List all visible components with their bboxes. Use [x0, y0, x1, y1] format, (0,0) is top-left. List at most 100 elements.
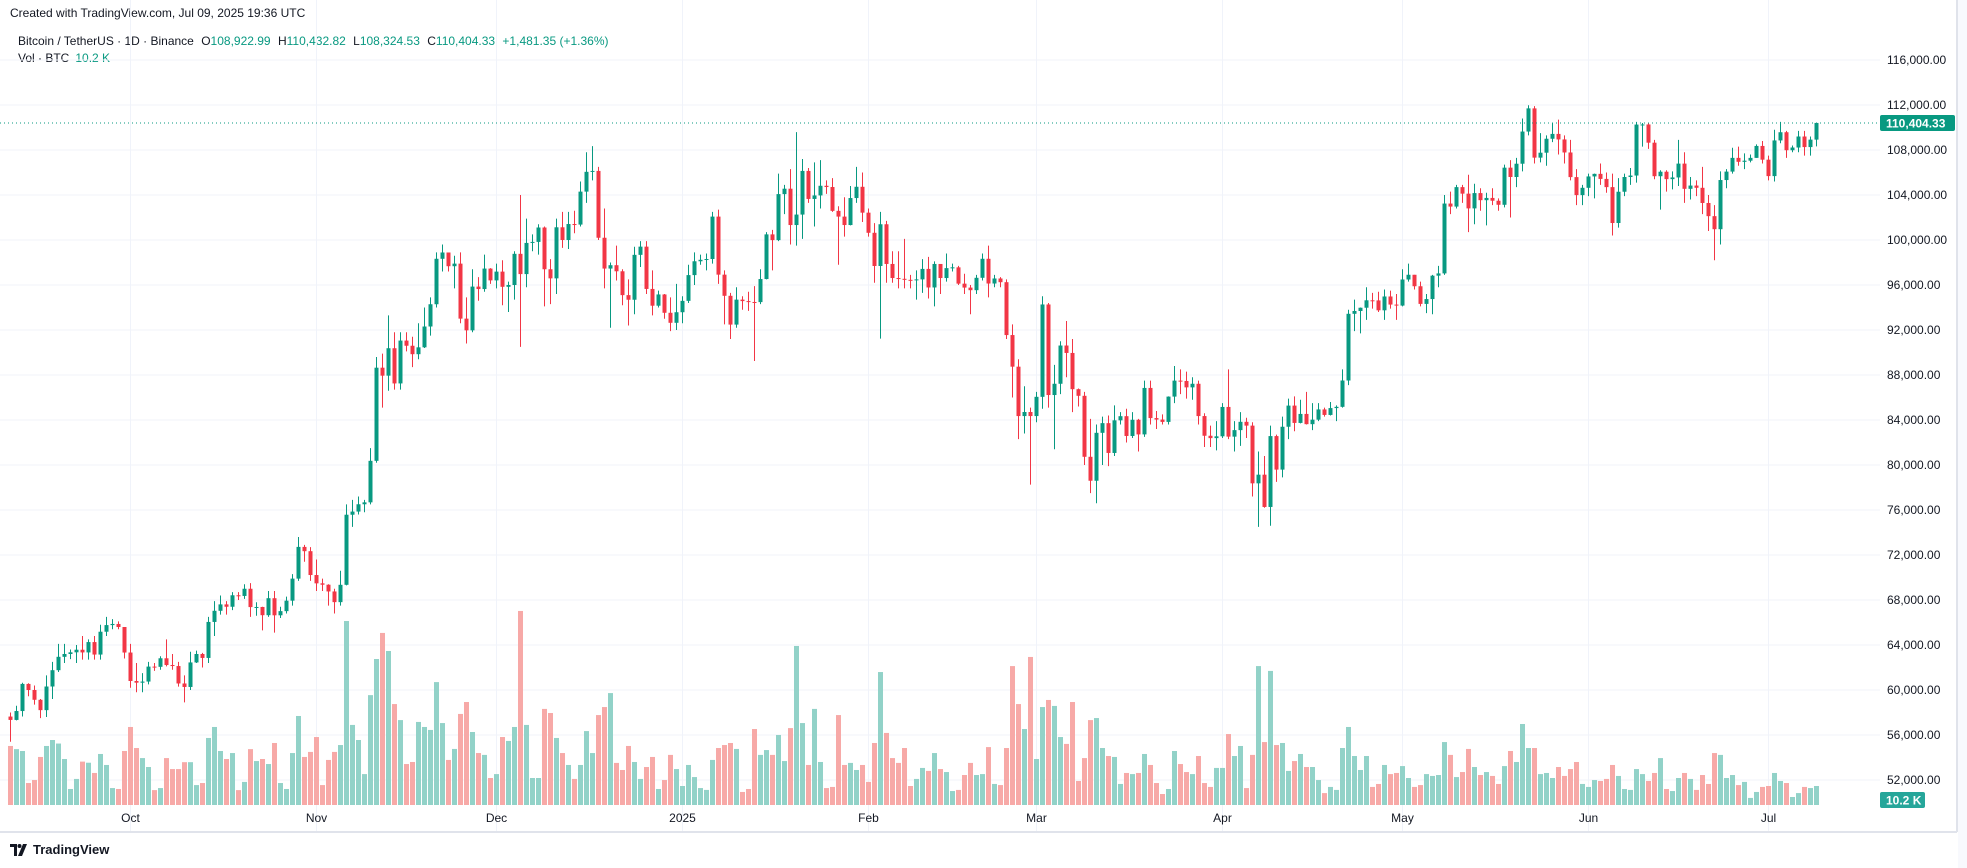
volume-bar: [1520, 723, 1525, 805]
volume-bar: [1772, 772, 1777, 805]
candle: [1100, 416, 1105, 465]
volume-bar: [1328, 786, 1333, 805]
tradingview-logo[interactable]: TradingView: [10, 842, 109, 857]
volume-bar: [1466, 748, 1471, 805]
candle: [1022, 386, 1027, 434]
candle-body: [620, 271, 625, 296]
candle-body: [554, 227, 559, 279]
volume-label[interactable]: Vol · BTC: [18, 51, 70, 65]
volume-bar: [44, 745, 49, 805]
candle-body: [1616, 191, 1621, 224]
candle: [920, 259, 925, 293]
candle-body: [890, 263, 895, 279]
time-tick-label: Dec: [486, 811, 507, 825]
volume-bar: [476, 753, 481, 805]
candle: [698, 254, 703, 265]
volume-bar: [1298, 753, 1303, 805]
candle-body: [1514, 163, 1519, 177]
candle-body: [1442, 203, 1447, 274]
candle: [1220, 403, 1225, 438]
candle-body: [1352, 310, 1357, 314]
candle: [452, 255, 457, 289]
candle: [188, 651, 193, 690]
symbol-title[interactable]: Bitcoin / TetherUS · 1D · Binance: [18, 34, 194, 48]
candle: [1388, 290, 1393, 309]
candle: [1328, 402, 1333, 416]
candle: [320, 578, 325, 591]
candle: [824, 180, 829, 194]
volume-bar: [1430, 775, 1435, 805]
volume-bar: [764, 750, 769, 805]
candle: [1460, 184, 1465, 203]
candle: [758, 269, 763, 305]
candle-body: [974, 277, 979, 291]
candle-body: [428, 304, 433, 327]
price-axis[interactable]: [1880, 0, 1957, 832]
candle: [1448, 191, 1453, 215]
time-tick-label: Jul: [1761, 811, 1776, 825]
right-gutter: [1958, 0, 1967, 868]
candle-body: [1406, 274, 1411, 280]
volume-bar: [728, 742, 733, 805]
candle: [44, 675, 49, 717]
candle-body: [668, 312, 673, 323]
candle: [884, 220, 889, 283]
candle-body: [650, 288, 655, 306]
candle-body: [1082, 395, 1087, 457]
volume-bar: [488, 777, 493, 805]
candle-body: [1682, 163, 1687, 189]
candle-body: [962, 283, 967, 288]
volume-bar: [650, 756, 655, 805]
candle-body: [656, 294, 661, 306]
candle-body: [1190, 383, 1195, 388]
volume-bar: [1742, 781, 1747, 805]
volume-bar: [422, 726, 427, 805]
candle-body: [1466, 193, 1471, 209]
volume-bar: [590, 753, 595, 805]
price-tick-label: 76,000.00: [1887, 503, 1941, 517]
volume-bar: [890, 758, 895, 805]
candle-body: [176, 666, 181, 684]
volume-bar: [236, 790, 241, 805]
candle: [74, 645, 79, 663]
volume-bar: [878, 672, 883, 805]
volume-bar: [1634, 769, 1639, 805]
candle-body: [548, 269, 553, 279]
candle-body: [470, 286, 475, 331]
candle: [770, 229, 775, 271]
candle: [62, 643, 67, 663]
candle-body: [1430, 275, 1435, 300]
candle-body: [1094, 432, 1099, 481]
candle: [398, 332, 403, 390]
candle-body: [248, 588, 253, 608]
candle-body: [710, 216, 715, 260]
change-value: +1,481.35 (+1.36%): [502, 34, 609, 48]
candle-body: [1700, 187, 1705, 203]
volume-bar: [1694, 789, 1699, 805]
volume-bar: [158, 788, 163, 805]
candle-body: [1472, 193, 1477, 209]
candle: [428, 297, 433, 336]
volume-bar: [626, 745, 631, 805]
candle: [308, 547, 313, 581]
candle: [1742, 153, 1747, 170]
volume-bar: [1478, 775, 1483, 805]
volume-bar: [1118, 783, 1123, 805]
volume-bar: [1232, 756, 1237, 805]
volume-bar: [800, 723, 805, 805]
candle-body: [1226, 406, 1231, 437]
candle: [776, 173, 781, 242]
candle: [1538, 133, 1543, 163]
volume-bar: [1406, 777, 1411, 805]
candle-body: [1118, 416, 1123, 421]
volume-bar: [224, 759, 229, 805]
candle: [1430, 274, 1435, 315]
candle-body: [1568, 152, 1573, 178]
candle-body: [488, 268, 493, 281]
candle: [560, 211, 565, 248]
candle: [20, 682, 25, 717]
candle-body: [902, 278, 907, 280]
candle-body: [692, 261, 697, 276]
candle-body: [98, 631, 103, 655]
